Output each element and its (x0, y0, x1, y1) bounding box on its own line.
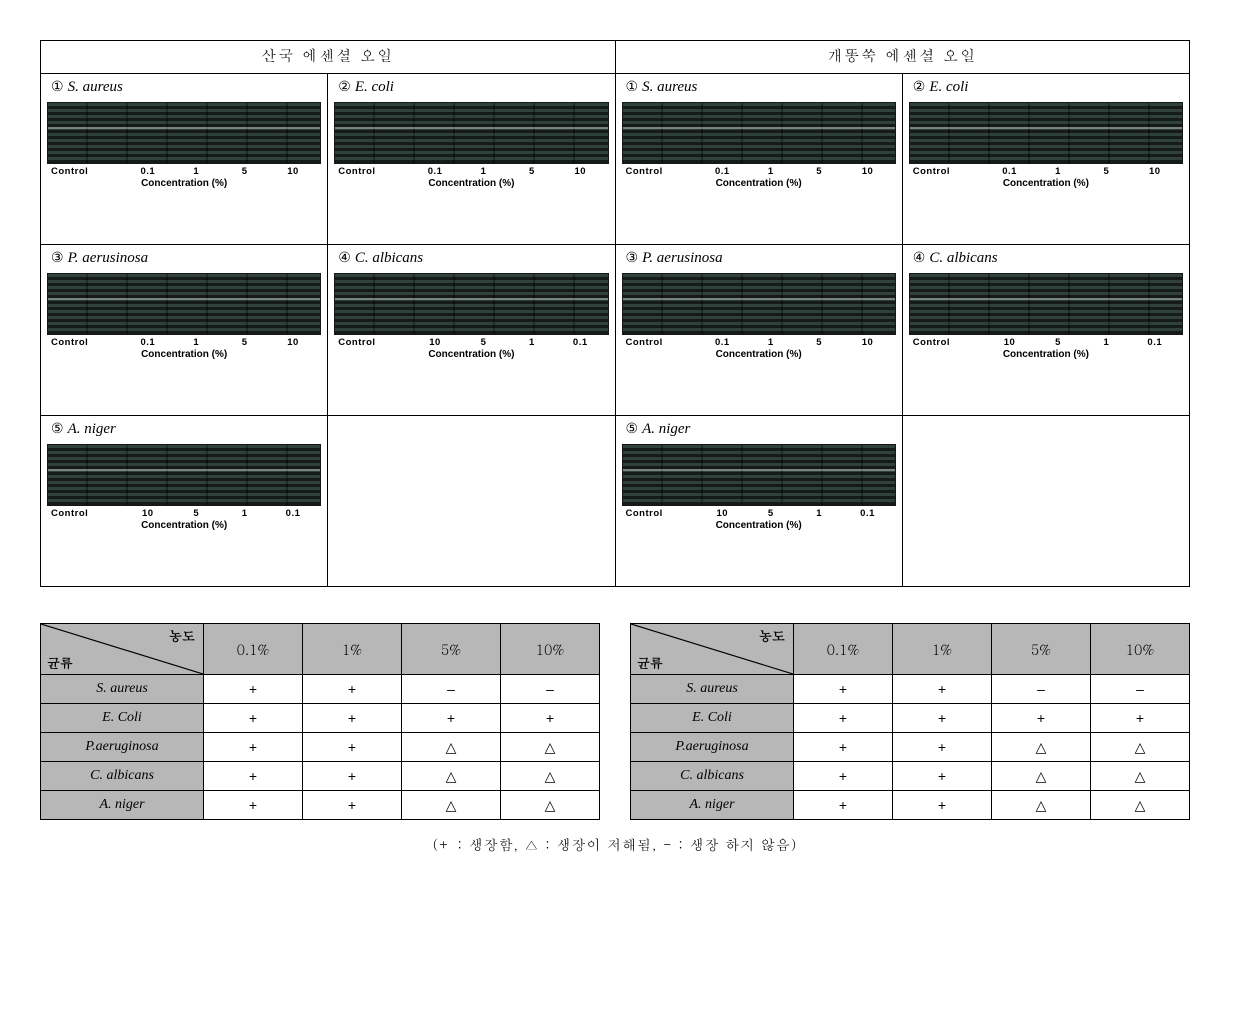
col-header: 1% (303, 624, 402, 675)
assay-photo (47, 273, 321, 335)
panel: ⑤A. niger Control10510.1 Concentration (… (615, 416, 902, 587)
row-header: P.aeruginosa (631, 733, 794, 762)
corner-col-label: 농도 (759, 626, 785, 645)
col-header: 5% (992, 624, 1091, 675)
col-header: 10% (1091, 624, 1190, 675)
corner-col-label: 농도 (169, 626, 195, 645)
figure-table: 산국 에센셜 오일 개똥쑥 에센셜 오일 ①S. aureus Control0… (40, 40, 1190, 587)
panel: ③P. aerusinosa Control0.11510 Concentrat… (41, 245, 328, 416)
row-header: A. niger (41, 791, 204, 820)
corner-row-label: 균류 (637, 653, 663, 672)
col-header: 0.1% (794, 624, 893, 675)
assay-photo (622, 273, 896, 335)
assay-photo (909, 102, 1183, 164)
row-header: E. Coli (41, 704, 204, 733)
assay-photo (334, 102, 608, 164)
col-header: 0.1% (204, 624, 303, 675)
row-header: C. albicans (41, 762, 204, 791)
row-header: C. albicans (631, 762, 794, 791)
empty-cell (328, 416, 615, 587)
row-header: P.aeruginosa (41, 733, 204, 762)
assay-photo (622, 102, 896, 164)
assay-photo (909, 273, 1183, 335)
row-header: E. Coli (631, 704, 794, 733)
assay-photo (47, 102, 321, 164)
panel: ②E. coli Control0.11510 Concentration (%… (902, 74, 1189, 245)
figure-header-right: 개똥쑥 에센셜 오일 (615, 41, 1190, 74)
corner-row-label: 균류 (47, 653, 73, 672)
row-header: A. niger (631, 791, 794, 820)
panel: ②E. coli Control0.11510 Concentration (%… (328, 74, 615, 245)
figure-header-left: 산국 에센셜 오일 (41, 41, 616, 74)
col-header: 10% (501, 624, 600, 675)
row-header: S. aureus (631, 675, 794, 704)
empty-cell (902, 416, 1189, 587)
panel: ①S. aureus Control0.11510 Concentration … (615, 74, 902, 245)
results-table-left: 농도 균류 0.1% 1% 5% 10% S. aureus++–– E. Co… (40, 623, 600, 820)
results-table-right: 농도 균류 0.1% 1% 5% 10% S. aureus++–– E. Co… (630, 623, 1190, 820)
panel: ①S. aureus Control0.11510 Concentration … (41, 74, 328, 245)
row-header: S. aureus (41, 675, 204, 704)
panel: ④C. albicans Control10510.1 Concentratio… (328, 245, 615, 416)
panel: ③P. aerusinosa Control0.11510 Concentrat… (615, 245, 902, 416)
panel: ⑤A. niger Control10510.1 Concentration (… (41, 416, 328, 587)
panel: ④C. albicans Control10510.1 Concentratio… (902, 245, 1189, 416)
assay-photo (622, 444, 896, 506)
col-header: 5% (402, 624, 501, 675)
assay-photo (334, 273, 608, 335)
col-header: 1% (893, 624, 992, 675)
assay-photo (47, 444, 321, 506)
legend-text: (+ : 생장함, △ : 생장이 저해됨, - : 생장 하지 않음) (40, 834, 1190, 854)
